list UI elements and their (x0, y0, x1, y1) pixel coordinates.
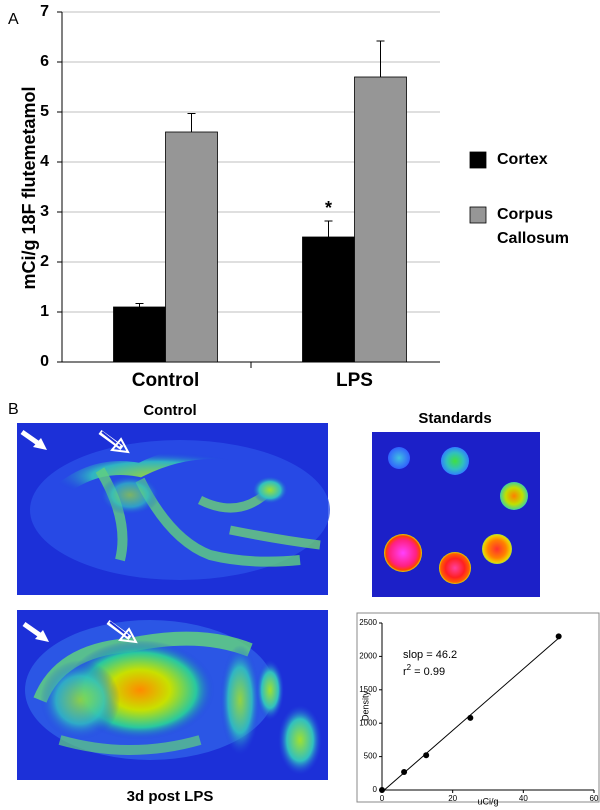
legend-swatch (469, 151, 487, 169)
autoradiograph (17, 423, 330, 595)
x-tick-label: 40 (519, 794, 528, 803)
x-axis-label: uCi/g (477, 796, 498, 806)
legend-label: Corpus Callosum (497, 206, 569, 247)
annotation: slop = 46.2 (403, 649, 457, 661)
x-tick-label: 20 (448, 794, 457, 803)
y-tick-label: 0 (373, 785, 378, 794)
error-bar (135, 303, 144, 307)
error-bar (376, 40, 385, 77)
panel-label: B (8, 401, 19, 418)
x-tick-label: Control (132, 370, 200, 391)
bar (302, 236, 355, 363)
image-title: Standards (418, 410, 491, 427)
y-tick-label: 4 (40, 153, 49, 170)
point (401, 768, 408, 775)
y-tick-label: 6 (40, 53, 49, 70)
y-axis-label: mCi/g 18F flutemetamol (19, 86, 39, 289)
y-tick-label: 2500 (359, 618, 377, 627)
annotation-part: r (403, 666, 407, 678)
image-title: Control (143, 402, 196, 419)
bar (354, 76, 407, 363)
image-title: 3d post LPS (127, 788, 214, 805)
y-tick-label: 0 (40, 353, 49, 370)
y-tick-label: 1000 (359, 718, 377, 727)
y-tick-label: 500 (364, 752, 378, 761)
y-tick-label: 2 (40, 253, 49, 270)
standards-image (372, 432, 540, 597)
point (423, 752, 430, 759)
y-tick-label: 1 (40, 303, 49, 320)
point (555, 633, 562, 640)
y-tick-label: 2000 (359, 652, 377, 661)
legend-swatch (469, 206, 487, 224)
panel-label: A (8, 11, 19, 28)
bar (165, 131, 218, 363)
legend-label: Cortex (497, 151, 548, 168)
error-bar (187, 113, 196, 132)
x-tick-label: 0 (380, 794, 385, 803)
bar (113, 306, 166, 363)
y-tick-label: 3 (40, 203, 49, 220)
y-tick-label: 7 (40, 3, 49, 20)
y-axis-label: Density (360, 690, 370, 721)
y-tick-label: 5 (40, 103, 49, 120)
annotation: r2 = 0.99 (403, 663, 445, 678)
annotation-part: 2 (407, 663, 412, 672)
y-tick-label: 1500 (359, 685, 377, 694)
annotation-part: = 0.99 (411, 666, 445, 678)
annotation: * (325, 198, 332, 218)
point (379, 787, 385, 793)
point (467, 714, 474, 721)
x-tick-label: LPS (336, 370, 373, 391)
plot-frame (356, 612, 600, 803)
x-tick-label: 60 (590, 794, 599, 803)
autoradiograph (17, 610, 328, 780)
error-bar (324, 220, 333, 237)
